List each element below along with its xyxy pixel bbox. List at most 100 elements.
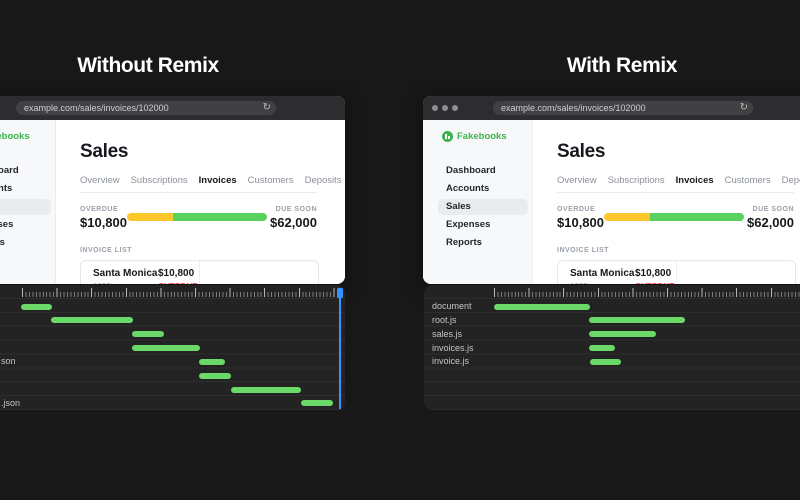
sidebar-item-reports[interactable]: Reports <box>0 234 55 252</box>
url-text: example.com/sales/invoices/102000 <box>24 103 169 113</box>
fakebooks-logo: Fakebooks <box>0 131 30 142</box>
request-bar <box>494 303 590 310</box>
invoice-customer[interactable]: Santa Monica <box>93 268 158 279</box>
tab-overview[interactable]: Overview <box>80 175 120 186</box>
tab-deposits[interactable]: Deposits <box>781 175 800 186</box>
invoice-list: Santa Monica $10,800 1995 OVERDUE <box>557 260 796 284</box>
maximize-dot[interactable] <box>452 105 458 111</box>
timeline-ruler <box>22 288 338 297</box>
due-soon-stat: DUE SOON $62,000 <box>747 206 794 230</box>
overdue-duesoon-stats: OVERDUE $10,800 DUE SOON $62,000 <box>80 206 317 233</box>
tab-customers[interactable]: Customers <box>247 175 294 186</box>
overdue-stat: OVERDUE $10,800 <box>80 206 127 230</box>
request-label: invoice.js <box>432 356 470 367</box>
sidebar-item-label: Accounts <box>446 183 490 194</box>
sidebar-item-label: Expenses <box>446 219 491 230</box>
sidebar-item-label: Dashboard <box>0 165 19 176</box>
due-soon-amount: $62,000 <box>270 215 317 230</box>
overdue-duesoon-stats: OVERDUE $10,800 DUE SOON $62,000 <box>557 206 794 233</box>
sidebar-item-dashboard[interactable]: Dashboard <box>423 162 532 180</box>
waterfall-without-remix: son .json <box>0 285 345 410</box>
request-label: sales.js <box>432 328 463 339</box>
sidebar-item-sales[interactable]: Sales <box>0 198 55 216</box>
tab-deposits[interactable]: Deposits <box>304 175 342 186</box>
fakebooks-logo: Fakebooks <box>442 131 507 142</box>
app-content: Fakebooks Dashboard Accounts Sales Expen… <box>0 120 345 284</box>
address-bar[interactable]: example.com/sales/invoices/102000 ↻ <box>16 101 276 115</box>
title-without-remix: Without Remix <box>77 54 219 77</box>
request-bar <box>51 317 133 324</box>
tabs-divider <box>80 192 317 193</box>
fakebooks-logo-icon <box>442 131 453 142</box>
tab-overview[interactable]: Overview <box>557 175 597 186</box>
due-soon-label: DUE SOON <box>752 206 794 213</box>
overdue-label: OVERDUE <box>80 206 119 213</box>
fakebooks-logo-text: Fakebooks <box>0 131 30 142</box>
request-label: invoices.js <box>432 342 474 353</box>
request-bar <box>589 345 615 352</box>
request-bar <box>589 317 685 324</box>
invoice-customer[interactable]: Santa Monica <box>570 268 635 279</box>
sidebar-item-accounts[interactable]: Accounts <box>423 180 532 198</box>
progress-yellow-segment <box>604 213 651 221</box>
request-label: document <box>432 301 472 311</box>
playhead-line[interactable] <box>339 289 341 410</box>
request-label: son <box>1 356 16 367</box>
progress-yellow-segment <box>127 213 174 221</box>
invoice-list-divider <box>676 261 677 284</box>
sidebar-item-label: Dashboard <box>446 165 496 176</box>
sidebar-nav: Dashboard Accounts Sales Expenses Report… <box>0 162 55 252</box>
browser-window-without-remix: example.com/sales/invoices/102000 ↻ Fake… <box>0 96 345 284</box>
close-dot[interactable] <box>432 105 438 111</box>
tab-subscriptions[interactable]: Subscriptions <box>130 175 188 186</box>
playhead-handle-icon[interactable] <box>337 288 343 298</box>
minimize-dot[interactable] <box>442 105 448 111</box>
request-bar <box>132 331 164 338</box>
request-bar <box>590 358 621 365</box>
waterfall-row-stripes <box>0 298 345 410</box>
invoice-list-divider <box>199 261 200 284</box>
request-bar <box>199 358 225 365</box>
invoices-progress-bar <box>604 213 744 221</box>
overdue-label: OVERDUE <box>557 206 596 213</box>
tab-invoices[interactable]: Invoices <box>198 175 237 186</box>
request-bar <box>301 400 333 407</box>
invoice-list: Santa Monica $10,800 1995 OVERDUE <box>80 260 319 284</box>
reload-icon[interactable]: ↻ <box>262 102 271 113</box>
sidebar-item-dashboard[interactable]: Dashboard <box>0 162 55 180</box>
app-sidebar: Fakebooks Dashboard Accounts Sales Expen… <box>0 120 56 284</box>
invoice-amount: $10,800 <box>635 268 672 279</box>
tab-invoices[interactable]: Invoices <box>675 175 714 186</box>
sidebar-item-expenses[interactable]: Expenses <box>423 216 532 234</box>
fakebooks-logo-text: Fakebooks <box>457 131 507 142</box>
browser-window-with-remix: example.com/sales/invoices/102000 ↻ Fake… <box>423 96 800 284</box>
app-sidebar: Fakebooks Dashboard Accounts Sales Expen… <box>423 120 533 284</box>
page-title: Sales <box>80 141 129 162</box>
invoice-amount: $10,800 <box>158 268 195 279</box>
sidebar-item-expenses[interactable]: Expenses <box>0 216 55 234</box>
sidebar-item-label: Reports <box>0 237 5 248</box>
progress-green-segment <box>650 213 744 221</box>
tab-customers[interactable]: Customers <box>724 175 771 186</box>
sidebar-item-sales[interactable]: Sales <box>423 198 532 216</box>
due-soon-stat: DUE SOON $62,000 <box>270 206 317 230</box>
app-content: Fakebooks Dashboard Accounts Sales Expen… <box>423 120 800 284</box>
traffic-light-dots[interactable] <box>432 105 458 111</box>
invoice-year: 1995 <box>570 282 588 284</box>
request-label: root.js <box>432 314 457 325</box>
invoice-status-badge: OVERDUE <box>158 282 198 284</box>
tab-subscriptions[interactable]: Subscriptions <box>607 175 665 186</box>
browser-chrome: example.com/sales/invoices/102000 ↻ <box>423 96 800 120</box>
request-bar <box>21 303 52 310</box>
sidebar-item-reports[interactable]: Reports <box>423 234 532 252</box>
waterfall-with-remix: document root.js sales.js invoices.js invoic… <box>424 285 800 410</box>
request-label: .json <box>1 397 21 408</box>
invoice-list-label: INVOICE LIST <box>557 247 609 254</box>
invoice-year: 1995 <box>93 282 111 284</box>
address-bar[interactable]: example.com/sales/invoices/102000 ↻ <box>493 101 753 115</box>
sidebar-item-accounts[interactable]: Accounts <box>0 180 55 198</box>
sidebar-item-label: Expenses <box>0 219 14 230</box>
sales-tabs: Overview Subscriptions Invoices Customer… <box>80 175 342 186</box>
reload-icon[interactable]: ↻ <box>739 102 748 113</box>
